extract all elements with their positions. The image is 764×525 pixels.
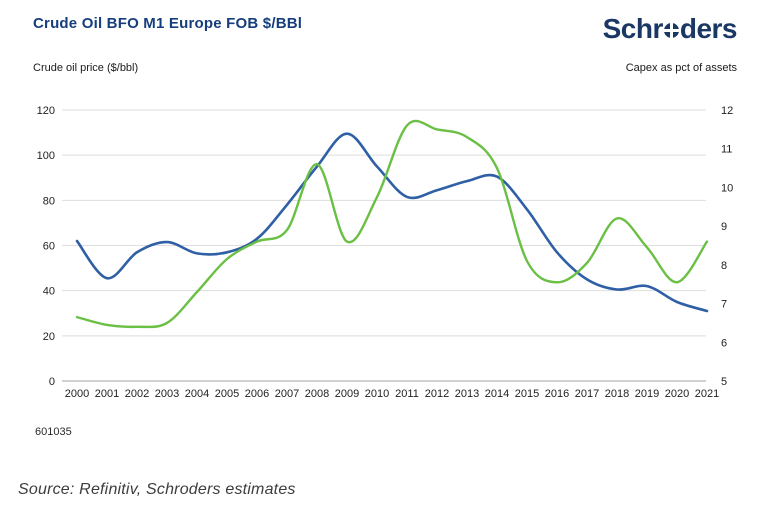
x-axis-tick-label: 2004: [185, 388, 209, 400]
left-axis-tick-label: 100: [37, 150, 55, 162]
left-axis-tick-label: 40: [43, 286, 55, 298]
right-axis-tick-label: 8: [721, 260, 727, 272]
x-axis-tick-label: 2014: [485, 388, 509, 400]
left-axis-tick-label: 80: [43, 195, 55, 207]
capex-pct-assets-line: [75, 119, 709, 329]
right-axis-caption: Capex as pct of assets: [625, 62, 737, 74]
x-axis-tick-label: 2000: [65, 388, 89, 400]
x-axis-tick-label: 2021: [695, 388, 719, 400]
right-axis-tick-label: 10: [721, 182, 733, 194]
crude-oil-price-line: [75, 132, 709, 313]
x-axis-tick-label: 2015: [515, 388, 539, 400]
x-axis-tick-label: 2018: [605, 388, 629, 400]
x-axis-tick-label: 2002: [125, 388, 149, 400]
x-axis-tick-label: 2016: [545, 388, 569, 400]
x-axis-tick-label: 2005: [215, 388, 239, 400]
left-axis-tick-label: 20: [43, 331, 55, 343]
right-axis-tick-label: 6: [721, 337, 727, 349]
x-axis-tick-label: 2011: [395, 388, 419, 400]
right-axis-tick-label: 12: [721, 105, 733, 117]
logo-stencil-o-icon: [662, 22, 680, 39]
figure-number: 601035: [35, 426, 72, 438]
logo-text-pre: Schr: [602, 13, 664, 44]
right-axis-tick-label: 5: [721, 376, 727, 388]
right-axis-tick-label: 11: [721, 144, 732, 156]
left-axis-caption: Crude oil price ($/bbl): [33, 62, 139, 74]
x-axis-tick-label: 2006: [245, 388, 269, 400]
chart-title: Crude Oil BFO M1 Europe FOB $/BBl: [33, 15, 303, 32]
dual-axis-line-chart: 0 20 40 60 80 100 120 5 6 7 8 9 10 11 12 2000 2001 2002 20…: [37, 105, 734, 400]
left-axis-tick-label: 60: [43, 241, 55, 253]
left-axis-tick-label: 0: [49, 376, 55, 388]
x-axis-tick-label: 2003: [155, 388, 179, 400]
x-axis-tick-label: 2009: [335, 388, 359, 400]
x-axis-tick-label: 2020: [665, 388, 689, 400]
x-axis-tick-label: 2010: [365, 388, 389, 400]
right-axis-tick-label: 9: [721, 221, 727, 233]
source-note: Source: Refinitiv, Schroders estimates: [18, 481, 296, 498]
schroders-logo: Schr ders: [602, 13, 738, 45]
x-axis-tick-label: 2008: [305, 388, 329, 400]
logo-text-post: ders: [679, 13, 738, 44]
x-axis-tick-label: 2017: [575, 388, 599, 400]
x-axis-tick-label: 2013: [455, 388, 479, 400]
x-axis-tick-label: 2007: [275, 388, 299, 400]
x-axis-tick-label: 2012: [425, 388, 449, 400]
x-axis-tick-label: 2001: [95, 388, 119, 400]
x-axis-tick-label: 2019: [635, 388, 659, 400]
right-axis-tick-label: 7: [721, 299, 727, 311]
left-axis-tick-label: 120: [37, 105, 55, 117]
